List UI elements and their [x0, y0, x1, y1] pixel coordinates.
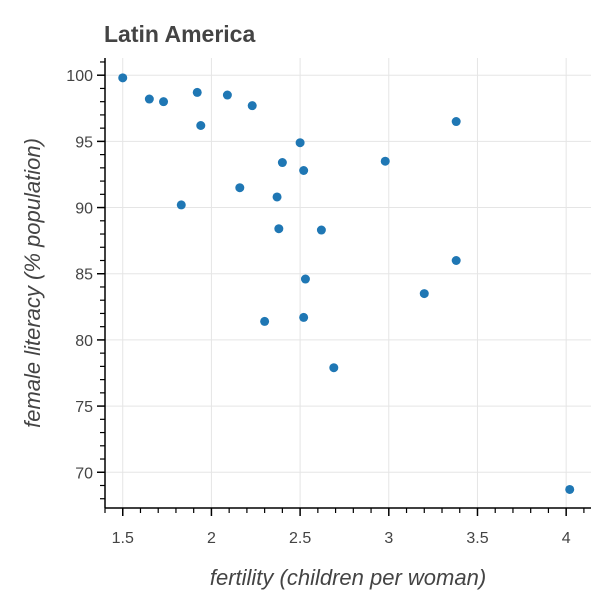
data-point [196, 121, 206, 130]
data-points [118, 73, 575, 494]
data-point [260, 316, 270, 326]
data-point [419, 289, 429, 299]
y-tick-label: 100 [66, 68, 93, 85]
chart-title: Latin America [104, 21, 255, 47]
data-point [295, 138, 305, 148]
data-point [222, 90, 232, 100]
data-point [192, 87, 202, 97]
data-point [277, 158, 287, 168]
y-tick-label: 70 [75, 465, 93, 482]
data-point [565, 484, 575, 494]
x-tick-label: 3 [384, 530, 393, 547]
y-tick-label: 95 [75, 134, 93, 151]
x-tick-label: 1.5 [112, 530, 134, 547]
data-point [159, 97, 169, 107]
x-axis-label: fertility (children per woman) [210, 565, 486, 590]
x-tick-label: 3.5 [466, 530, 488, 547]
y-tick-label: 80 [75, 333, 93, 350]
y-tick-label: 75 [75, 399, 93, 416]
data-point [118, 73, 128, 83]
data-point [272, 192, 282, 202]
y-tick-label: 90 [75, 201, 93, 218]
y-axis-label: female literacy (% population) [20, 138, 45, 428]
ticks: 1.5 2 2.5 3 3.5 4 70 75 80 85 90 95 100 [66, 61, 585, 547]
x-tick-label: 4 [562, 530, 571, 547]
data-point [329, 363, 339, 373]
y-tick-label: 85 [75, 267, 93, 284]
data-point [451, 256, 461, 265]
grid [105, 58, 591, 508]
data-point [299, 312, 309, 322]
data-point [176, 200, 186, 210]
data-point [299, 166, 309, 175]
axes [104, 58, 591, 509]
data-point [274, 224, 284, 234]
x-tick-label: 2.5 [289, 530, 311, 547]
data-point [300, 274, 310, 284]
data-point [380, 156, 390, 166]
data-point [316, 225, 326, 235]
data-point [247, 101, 257, 111]
data-point [144, 94, 154, 104]
data-point [451, 117, 461, 127]
x-tick-label: 2 [207, 530, 216, 547]
data-point [235, 183, 245, 193]
